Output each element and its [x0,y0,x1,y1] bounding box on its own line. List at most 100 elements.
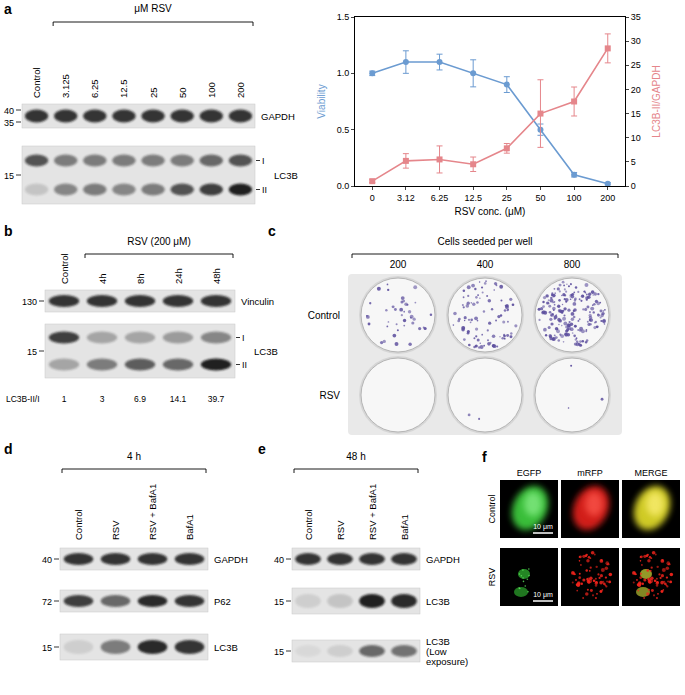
svg-text:a: a [4,1,12,17]
svg-text:40: 40 [4,106,14,116]
svg-text:200: 200 [600,193,615,203]
svg-text:f: f [482,449,487,465]
svg-text:Control: Control [31,67,42,98]
svg-text:e: e [258,441,266,457]
svg-text:GAPDH: GAPDH [426,554,460,565]
svg-text:8h: 8h [135,273,146,284]
svg-text:6.25: 6.25 [431,193,449,203]
svg-text:1.0: 1.0 [337,68,350,78]
svg-text:3: 3 [100,394,105,404]
svg-text:25: 25 [631,60,641,70]
svg-text:50: 50 [535,193,545,203]
svg-text:15: 15 [274,597,284,607]
svg-text:0.5: 0.5 [337,125,350,135]
svg-text:c: c [268,223,276,239]
svg-text:15: 15 [4,171,14,181]
svg-text:BafA1: BafA1 [184,514,195,540]
svg-text:0: 0 [370,193,375,203]
svg-text:RSV: RSV [335,520,346,540]
svg-text:GAPDH: GAPDH [214,554,248,565]
svg-text:15: 15 [42,643,52,653]
svg-text:200: 200 [390,259,407,270]
svg-text:0: 0 [631,181,636,191]
svg-text:GAPDH: GAPDH [261,111,295,122]
svg-text:35: 35 [631,12,641,22]
svg-text:d: d [4,441,13,457]
svg-text:Control: Control [73,509,84,540]
svg-text:5: 5 [631,157,636,167]
svg-text:100: 100 [567,193,582,203]
svg-text:exposure): exposure) [426,656,468,667]
svg-text:12.5: 12.5 [464,193,482,203]
svg-text:RSV (200 μM): RSV (200 μM) [127,236,191,247]
svg-text:130: 130 [22,297,37,307]
svg-text:50: 50 [177,87,188,98]
svg-text:RSV conc. (μM): RSV conc. (μM) [455,206,526,217]
svg-text:4 h: 4 h [127,451,141,462]
svg-text:RSV: RSV [110,520,121,540]
svg-text:40: 40 [42,555,52,565]
svg-text:25: 25 [148,87,159,98]
svg-text:24h: 24h [173,268,184,284]
svg-text:LC3B: LC3B [254,346,278,357]
svg-text:800: 800 [564,259,581,270]
svg-text:LC3B-II/I: LC3B-II/I [6,394,40,404]
svg-text:Control: Control [303,509,314,540]
svg-text:Viability: Viability [316,84,327,118]
svg-text:39.7: 39.7 [208,394,225,404]
svg-text:I: I [262,156,265,166]
svg-text:3.12: 3.12 [397,193,415,203]
svg-text:4h: 4h [97,273,108,284]
svg-text:1.5: 1.5 [337,12,350,22]
svg-text:II: II [262,185,267,195]
svg-text:20: 20 [631,85,641,95]
svg-text:72: 72 [42,597,52,607]
svg-text:Control: Control [487,494,497,523]
svg-text:10 μm: 10 μm [533,591,553,599]
svg-text:15: 15 [27,347,37,357]
svg-text:mRFP: mRFP [577,468,603,478]
svg-text:RSV + BafA1: RSV + BafA1 [367,484,378,540]
svg-text:48 h: 48 h [346,451,365,462]
svg-text:400: 400 [477,259,494,270]
svg-text:LC3B: LC3B [214,642,238,653]
svg-text:100: 100 [206,82,217,98]
svg-text:25: 25 [502,193,512,203]
svg-text:15: 15 [631,109,641,119]
svg-text:RSV + BafA1: RSV + BafA1 [147,484,158,540]
svg-text:LC3B: LC3B [426,596,450,607]
svg-text:RSV: RSV [487,568,497,587]
svg-text:I: I [242,333,245,343]
svg-text:(Low: (Low [426,645,447,657]
svg-text:μM RSV: μM RSV [134,3,172,14]
svg-text:10 μm: 10 μm [533,523,553,531]
svg-text:LC3B: LC3B [274,170,298,181]
svg-text:MERGE: MERGE [634,468,667,478]
svg-text:6.9: 6.9 [134,394,146,404]
svg-text:14.1: 14.1 [170,394,187,404]
svg-text:48h: 48h [211,268,222,284]
svg-text:40: 40 [274,555,284,565]
svg-text:Control: Control [308,310,340,321]
svg-text:30: 30 [631,36,641,46]
svg-text:Cells seeded per well: Cells seeded per well [437,236,532,247]
svg-text:EGFP: EGFP [517,468,542,478]
svg-text:Vinculin: Vinculin [241,296,274,307]
svg-text:10: 10 [631,133,641,143]
svg-text:LC3B-II/GAPDH: LC3B-II/GAPDH [651,65,662,137]
svg-text:RSV: RSV [319,390,340,401]
svg-text:II: II [242,360,247,370]
svg-text:3.125: 3.125 [60,74,71,98]
svg-text:6.25: 6.25 [89,80,100,99]
svg-text:BafA1: BafA1 [399,514,410,540]
svg-text:35: 35 [4,118,14,128]
svg-text:15: 15 [274,647,284,657]
svg-text:200: 200 [235,82,246,98]
svg-text:1: 1 [62,394,67,404]
svg-text:12.5: 12.5 [118,80,129,99]
svg-text:P62: P62 [214,596,231,607]
svg-text:LC3B: LC3B [426,635,450,647]
svg-text:b: b [4,223,13,239]
svg-text:0.0: 0.0 [337,181,350,191]
svg-text:Control: Control [59,253,70,284]
